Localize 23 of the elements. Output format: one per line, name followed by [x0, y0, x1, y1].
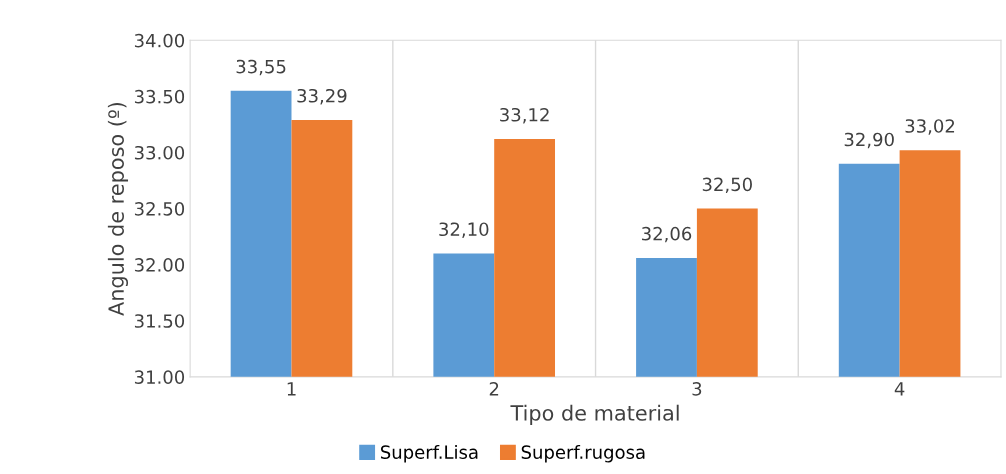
y-tick-label: 34.00: [134, 33, 185, 48]
legend-label: Superf.rugosa: [521, 445, 645, 463]
data-label: 33,29: [297, 88, 347, 105]
data-label: 32,10: [439, 222, 489, 238]
x-axis-title: Tipo de material: [510, 404, 679, 425]
data-label: 32,50: [702, 177, 752, 194]
y-tick-label: 33.50: [134, 89, 185, 104]
x-tick-label: 3: [692, 382, 702, 396]
y-tick-label: 32.00: [134, 258, 185, 272]
y-tick-label: 33.00: [134, 145, 185, 160]
data-label: 33,02: [905, 119, 955, 135]
y-tick-label: 32.50: [134, 202, 185, 216]
data-label: 32,90: [844, 132, 894, 149]
data-label: 32,06: [642, 226, 692, 243]
y-tick-label: 31.00: [134, 370, 185, 384]
data-label: 33,12: [500, 107, 549, 124]
legend-label: Superf.Lisa: [380, 445, 478, 463]
data-label: 33,55: [236, 59, 286, 76]
y-tick-label: 31.50: [134, 314, 185, 328]
x-tick-label: 4: [894, 382, 905, 396]
x-tick-label: 2: [489, 382, 499, 396]
x-tick-label: 1: [287, 382, 296, 396]
y-axis-title: Angulo de reposo (º): [107, 102, 129, 316]
